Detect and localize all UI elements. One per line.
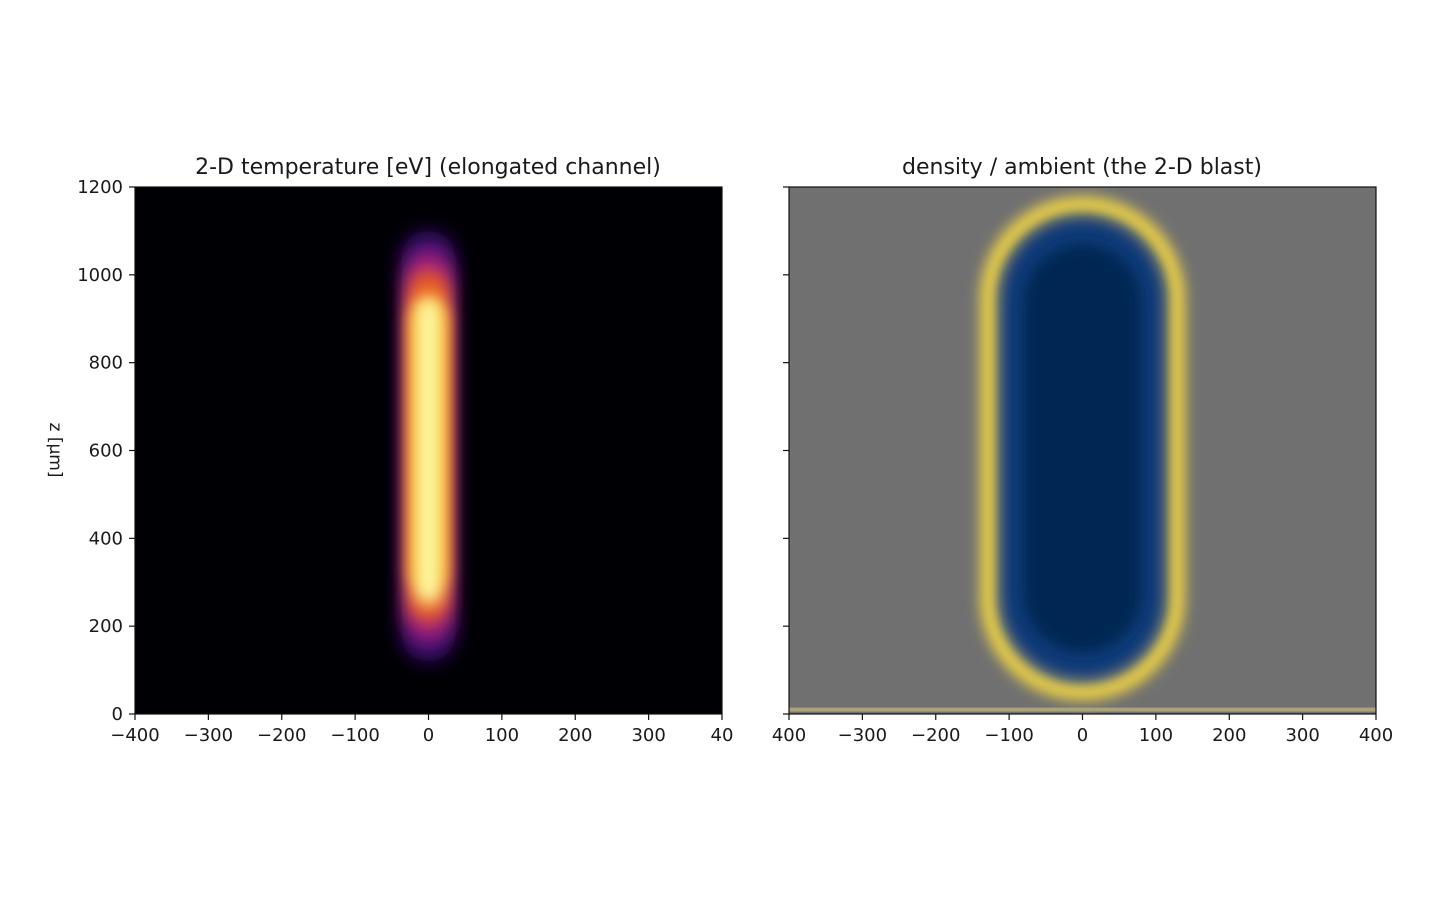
temperature-title: 2-D temperature [eV] (elongated channel) (195, 155, 661, 180)
density-x-ticks: 400 −300 −200 −100 0 100 200 300 400 (772, 714, 1393, 746)
x-tick-label: −300 (184, 725, 233, 746)
temperature-x-ticks: −400 −300 −200 −100 0 100 200 300 40 (110, 714, 733, 746)
density-cavity (1023, 244, 1142, 653)
density-panel: density / ambient (the 2-D blast) 400 −30… (772, 155, 1393, 746)
x-tick-label: 100 (1139, 725, 1173, 746)
y-tick-label: 1200 (77, 177, 123, 198)
x-tick-label: 400 (772, 725, 806, 746)
temperature-heatmap (135, 187, 722, 714)
x-tick-label: −100 (984, 725, 1033, 746)
x-tick-label: 0 (1077, 725, 1088, 746)
x-tick-label: 40 (711, 725, 734, 746)
x-tick-label: −300 (838, 725, 887, 746)
y-tick-label: 400 (89, 528, 123, 549)
x-tick-label: 200 (558, 725, 592, 746)
temperature-y-label: z [μm] (45, 423, 65, 478)
density-y-ticks (783, 186, 789, 715)
y-tick-label: 200 (89, 616, 123, 637)
x-tick-label: 400 (1359, 725, 1393, 746)
density-floor-band (789, 707, 1376, 712)
x-tick-label: −200 (257, 725, 306, 746)
y-tick-label: 1000 (77, 265, 123, 286)
temperature-core (415, 296, 442, 605)
x-tick-label: −100 (330, 725, 379, 746)
y-tick-label: 600 (89, 441, 123, 462)
x-tick-label: −200 (911, 725, 960, 746)
x-tick-label: 300 (1285, 725, 1319, 746)
density-title: density / ambient (the 2-D blast) (902, 155, 1262, 180)
x-tick-label: 100 (485, 725, 519, 746)
x-tick-label: 300 (631, 725, 665, 746)
y-tick-label: 800 (89, 353, 123, 374)
temperature-panel: 2-D temperature [eV] (elongated channel)… (45, 155, 733, 746)
x-tick-label: 0 (423, 725, 434, 746)
density-shell (980, 196, 1185, 701)
temperature-y-ticks: 0 200 400 600 800 1000 1200 (77, 177, 135, 725)
x-tick-label: −400 (110, 725, 159, 746)
y-tick-label: 0 (112, 704, 123, 725)
x-tick-label: 200 (1212, 725, 1246, 746)
density-heatmap (789, 187, 1376, 714)
